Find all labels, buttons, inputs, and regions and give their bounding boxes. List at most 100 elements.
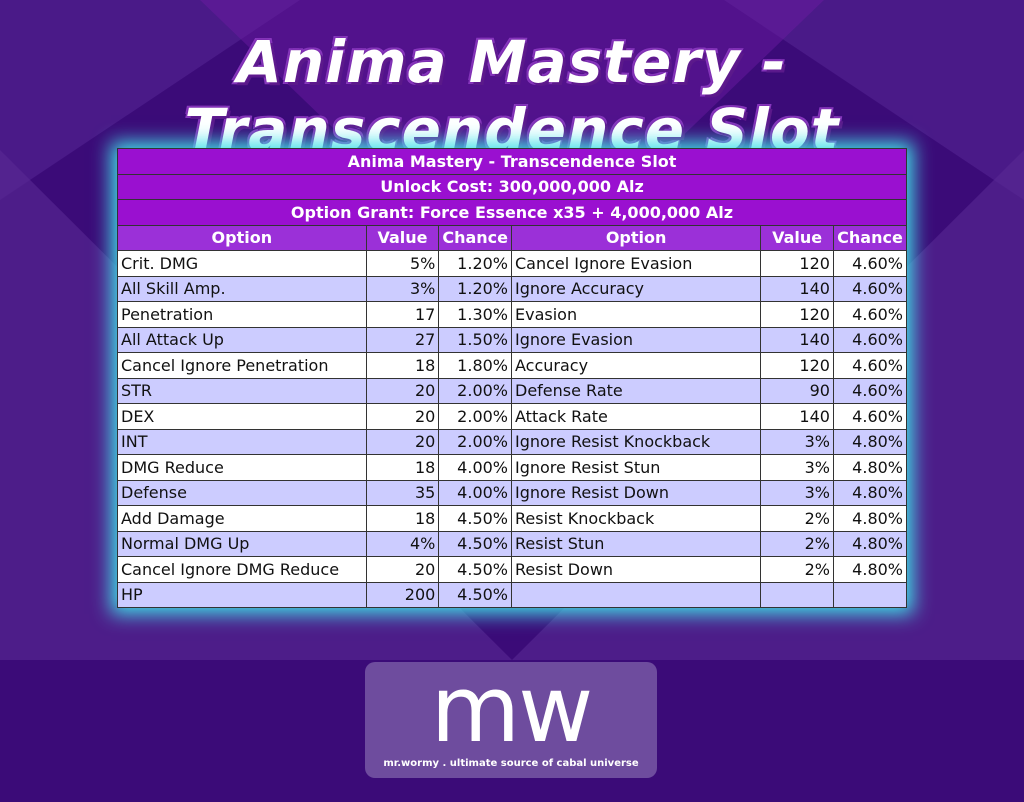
table-row: STR 20 2.00% Defense Rate 90 4.60% [117, 377, 908, 404]
chance-cell: 4.60% [832, 250, 908, 277]
option-cell: Resist Stun [510, 530, 762, 557]
option-cell: Attack Rate [510, 403, 762, 430]
chance-cell: 4.50% [438, 581, 512, 608]
chance-cell: 4.80% [832, 505, 908, 532]
table-row: Add Damage 18 4.50% Resist Knockback 2% 4.80% [117, 505, 908, 532]
option-cell: DEX [117, 403, 367, 430]
option-cell: Defense [117, 479, 367, 506]
value-cell: 120 [760, 352, 834, 379]
option-cell: Cancel Ignore Penetration [117, 352, 367, 379]
value-cell: 2% [760, 556, 834, 583]
bg-shape [724, 0, 1024, 200]
chance-cell: 4.80% [832, 428, 908, 455]
chance-cell: 1.50% [438, 326, 512, 353]
value-cell: 35 [365, 479, 440, 506]
option-cell: Ignore Evasion [510, 326, 762, 353]
value-cell: 20 [365, 377, 440, 404]
value-cell [760, 581, 834, 608]
column-header: Value [760, 224, 834, 251]
bg-shape [0, 0, 300, 200]
table-row: HP 200 4.50% [117, 581, 908, 608]
option-cell: All Skill Amp. [117, 275, 367, 302]
column-header: Option [117, 224, 367, 251]
option-cell: All Attack Up [117, 326, 367, 353]
option-cell: Normal DMG Up [117, 530, 367, 557]
table-row: Cancel Ignore Penetration 18 1.80% Accuracy… [117, 352, 908, 379]
value-cell: 90 [760, 377, 834, 404]
chance-cell: 4.80% [832, 479, 908, 506]
unlock-cost: Unlock Cost: 300,000,000 Alz [117, 173, 907, 200]
logo: mw mr.wormy . ultimate source of cabal u… [365, 662, 657, 778]
value-cell: 2% [760, 505, 834, 532]
value-cell: 27 [365, 326, 440, 353]
chance-cell: 4.60% [832, 326, 908, 353]
option-cell: Ignore Resist Knockback [510, 428, 762, 455]
chance-cell: 1.30% [438, 301, 512, 328]
chance-cell [832, 581, 908, 608]
chance-cell: 4.60% [832, 377, 908, 404]
option-cell: Resist Knockback [510, 505, 762, 532]
option-cell: Cancel Ignore DMG Reduce [117, 556, 367, 583]
option-cell: Resist Down [510, 556, 762, 583]
chance-cell: 4.60% [832, 352, 908, 379]
option-cell: Add Damage [117, 505, 367, 532]
value-cell: 20 [365, 403, 440, 430]
value-cell: 200 [365, 581, 440, 608]
option-cell [510, 581, 762, 608]
option-cell: STR [117, 377, 367, 404]
option-cell: Evasion [510, 301, 762, 328]
value-cell: 18 [365, 454, 440, 481]
table-row: INT 20 2.00% Ignore Resist Knockback 3% 4.80% [117, 428, 908, 455]
option-cell: Ignore Resist Stun [510, 454, 762, 481]
chance-cell: 4.80% [832, 454, 908, 481]
option-cell: HP [117, 581, 367, 608]
table-row: Normal DMG Up 4% 4.50% Resist Stun 2% 4.80% [117, 530, 908, 557]
value-cell: 5% [365, 250, 440, 277]
chance-cell: 4.60% [832, 403, 908, 430]
option-cell: Defense Rate [510, 377, 762, 404]
option-cell: Ignore Accuracy [510, 275, 762, 302]
table-row: DMG Reduce 18 4.00% Ignore Resist Stun 3% 4.8… [117, 454, 908, 481]
value-cell: 2% [760, 530, 834, 557]
chance-cell: 2.00% [438, 377, 512, 404]
column-header: Chance [438, 224, 512, 251]
chance-cell: 4.60% [832, 275, 908, 302]
value-cell: 140 [760, 275, 834, 302]
value-cell: 140 [760, 326, 834, 353]
option-cell: DMG Reduce [117, 454, 367, 481]
chance-cell: 2.00% [438, 428, 512, 455]
value-cell: 3% [365, 275, 440, 302]
value-cell: 120 [760, 301, 834, 328]
table-title: Anima Mastery - Transcendence Slot [117, 148, 907, 175]
option-grant: Option Grant: Force Essence x35 + 4,000,… [117, 199, 907, 226]
table-row: All Skill Amp. 3% 1.20% Ignore Accuracy 140 4… [117, 275, 908, 302]
chance-cell: 2.00% [438, 403, 512, 430]
value-cell: 3% [760, 428, 834, 455]
value-cell: 20 [365, 428, 440, 455]
column-header: Value [365, 224, 440, 251]
option-cell: Crit. DMG [117, 250, 367, 277]
column-header: Option [510, 224, 762, 251]
value-cell: 20 [365, 556, 440, 583]
chance-cell: 4.80% [832, 556, 908, 583]
table-row: Penetration 17 1.30% Evasion 120 4.60% [117, 301, 908, 328]
chance-cell: 4.50% [438, 556, 512, 583]
chance-cell: 1.80% [438, 352, 512, 379]
table-row: DEX 20 2.00% Attack Rate 140 4.60% [117, 403, 908, 430]
header-row: Option Value Chance Option Value Chance [117, 224, 908, 251]
table-row: Cancel Ignore DMG Reduce 20 4.50% Resist Do… [117, 556, 908, 583]
page-title: Anima Mastery - Transcendence Slot [184, 28, 840, 164]
option-cell: Cancel Ignore Evasion [510, 250, 762, 277]
chance-cell: 4.80% [832, 530, 908, 557]
option-cell: Accuracy [510, 352, 762, 379]
value-cell: 17 [365, 301, 440, 328]
table-row: Crit. DMG 5% 1.20% Cancel Ignore Evasion 120… [117, 250, 908, 277]
chance-cell: 4.60% [832, 301, 908, 328]
option-cell: Penetration [117, 301, 367, 328]
logo-tagline: mr.wormy . ultimate source of cabal univ… [383, 758, 639, 769]
option-cell: Ignore Resist Down [510, 479, 762, 506]
table-row: All Attack Up 27 1.50% Ignore Evasion 140 4.6… [117, 326, 908, 353]
chance-cell: 1.20% [438, 275, 512, 302]
options-table: Anima Mastery - Transcendence Slot Unloc… [117, 148, 908, 608]
